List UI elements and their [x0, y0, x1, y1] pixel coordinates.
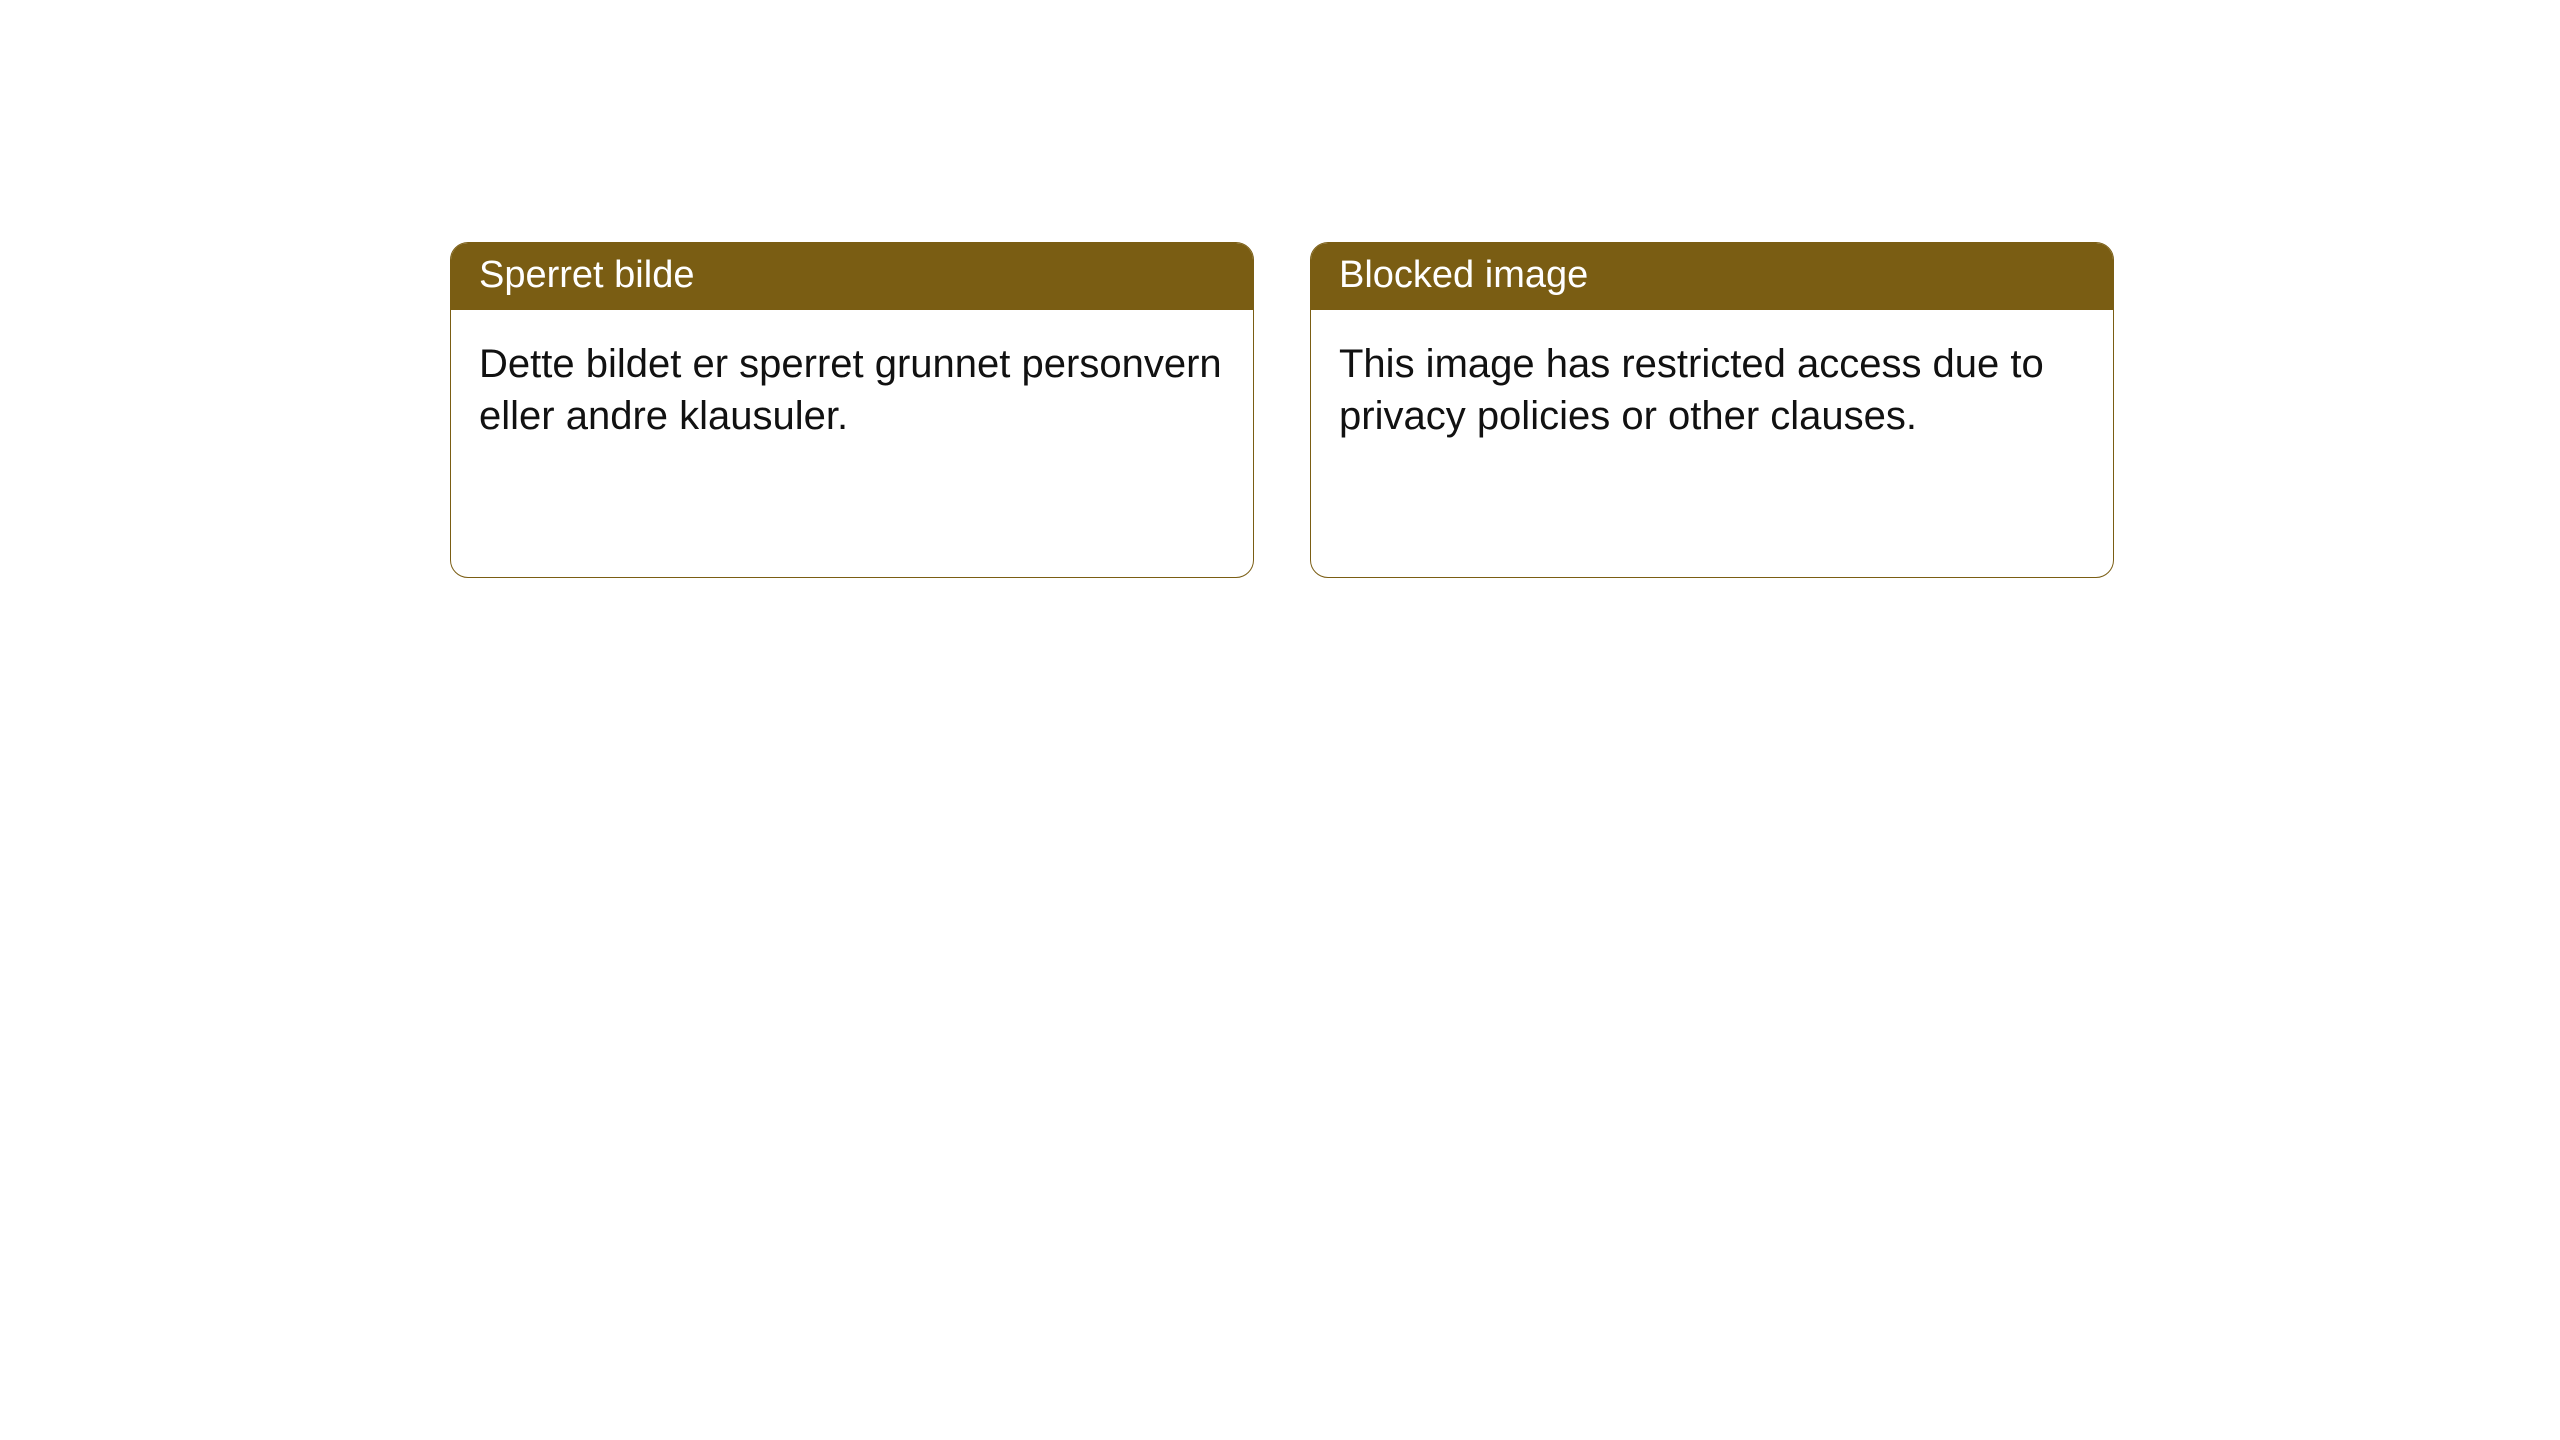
notice-body: Dette bildet er sperret grunnet personve…: [451, 310, 1253, 442]
notice-body: This image has restricted access due to …: [1311, 310, 2113, 442]
notice-header: Blocked image: [1311, 243, 2113, 310]
notice-container: Sperret bilde Dette bildet er sperret gr…: [450, 242, 2114, 578]
notice-card-english: Blocked image This image has restricted …: [1310, 242, 2114, 578]
notice-card-norwegian: Sperret bilde Dette bildet er sperret gr…: [450, 242, 1254, 578]
notice-header: Sperret bilde: [451, 243, 1253, 310]
